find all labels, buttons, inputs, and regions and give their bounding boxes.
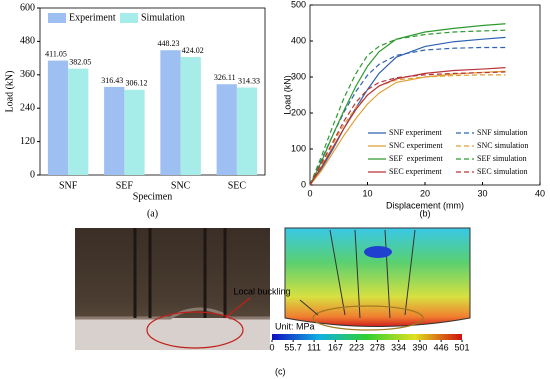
y-tick-label: 0 — [30, 169, 35, 180]
value-label: 448.23 — [158, 39, 180, 48]
arrow — [299, 299, 319, 316]
line — [309, 71, 506, 186]
line — [309, 70, 506, 186]
legend-label: SNC experiment — [389, 141, 443, 150]
line — [309, 67, 506, 186]
panel-label: (c) — [275, 366, 286, 376]
line — [309, 29, 506, 186]
legend-label: Simulation — [141, 12, 185, 23]
fe-model — [285, 228, 470, 327]
photo-stiffeners — [133, 228, 227, 318]
x-tick-label: SEF — [116, 180, 134, 191]
x-axis-title: Specimen — [133, 191, 172, 202]
line — [309, 46, 506, 186]
legend-label: SNF simulation — [477, 128, 527, 137]
fe-hotspot — [364, 246, 392, 258]
colorbar-tick-label: 0 — [269, 342, 274, 352]
legend-label: SEC experiment — [389, 167, 442, 176]
fe-ellipse — [312, 305, 424, 331]
x-tick-label: 10 — [362, 188, 372, 198]
colorbar — [272, 334, 462, 340]
photo-edge — [75, 307, 270, 320]
legend-label: SNC simulation — [477, 141, 528, 150]
value-label: 306.12 — [126, 79, 148, 88]
y-tick-label: 300 — [291, 71, 306, 81]
legend-label: SNF experiment — [389, 128, 442, 137]
legend-swatch — [48, 13, 66, 23]
colorbar-tick-label: 446 — [434, 342, 449, 352]
colorbar-tick-label: 334 — [391, 342, 406, 352]
y-tick-label: 400 — [291, 35, 306, 45]
line — [309, 36, 506, 186]
bar — [180, 56, 201, 176]
colorbar-tick-label: 501 — [454, 342, 469, 352]
colorbar-tick-label: 167 — [328, 342, 343, 352]
x-tick-label: 20 — [420, 188, 430, 198]
value-label: 382.05 — [69, 57, 91, 66]
x-axis-title: Displacement (mm) — [386, 200, 464, 210]
annotation: Local buckling — [233, 286, 290, 296]
y-tick-label: 100 — [291, 143, 306, 153]
y-tick-label: 500 — [291, 0, 306, 9]
legend-label: SEF experiment — [389, 154, 444, 163]
x-tick-label: SNC — [171, 180, 191, 191]
y-tick-label: 200 — [291, 107, 306, 117]
panel-label: (b) — [420, 208, 431, 218]
legend-label: SEC simulation — [477, 167, 527, 176]
y-axis-title: Load (kN) — [4, 71, 15, 113]
x-tick-label: 0 — [307, 188, 312, 198]
bar — [104, 86, 125, 175]
colorbar-tick-label: 111 — [307, 342, 321, 352]
legend-swatch — [120, 13, 138, 23]
value-label: 411.05 — [45, 49, 67, 58]
legend-label: SEF simulation — [477, 154, 527, 163]
x-tick-label: 30 — [477, 188, 487, 198]
colorbar-tick-label: 55.7 — [284, 342, 302, 352]
value-label: 314.33 — [238, 76, 260, 85]
y-tick-label: 120 — [20, 136, 35, 147]
x-tick-label: SNF — [59, 180, 78, 191]
bar — [160, 50, 181, 176]
colorbar-tick-label: 223 — [349, 342, 364, 352]
value-label: 316.43 — [101, 76, 123, 85]
bar — [47, 60, 69, 176]
colorbar-tick-label: 390 — [412, 342, 427, 352]
bar — [124, 89, 145, 175]
x-tick-label: 40 — [535, 188, 545, 198]
photo-floor — [75, 318, 270, 350]
colorbar-tick-label: 278 — [370, 342, 385, 352]
bar — [68, 68, 89, 175]
y-axis-title: Load (kN) — [282, 75, 292, 115]
y-tick-label: 0 — [301, 179, 306, 189]
y-tick-label: 480 — [20, 36, 35, 47]
y-tick-label: 360 — [20, 69, 35, 80]
value-label: 326.11 — [214, 73, 236, 82]
highlight-ellipse — [146, 311, 244, 349]
legend-label: Experiment — [69, 12, 116, 23]
bar — [216, 84, 237, 175]
arrow — [224, 297, 251, 319]
x-tick-label: SEC — [228, 180, 247, 191]
y-tick-label: 240 — [20, 102, 35, 113]
fe-outline — [284, 227, 471, 327]
y-tick-label: 600 — [20, 2, 35, 13]
line — [309, 23, 506, 186]
value-label: 424.02 — [182, 46, 204, 55]
bar — [236, 87, 258, 175]
plot-frame — [39, 7, 266, 176]
unit-label: Unit: MPa — [275, 321, 315, 331]
panel-label: (a) — [147, 208, 158, 219]
